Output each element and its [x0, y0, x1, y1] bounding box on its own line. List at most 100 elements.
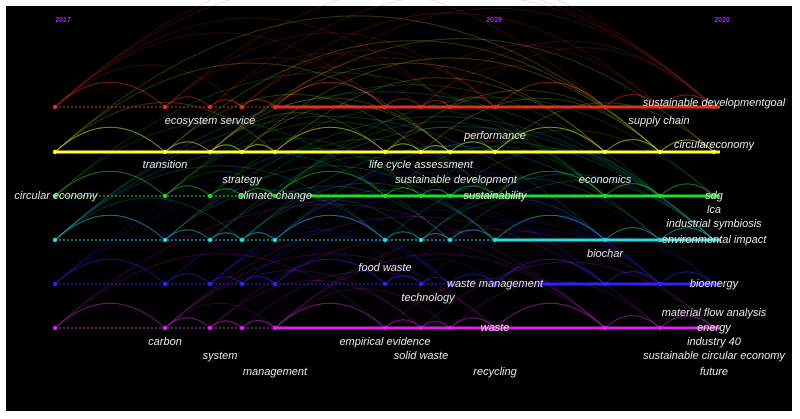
arc [54, 302, 166, 329]
node [657, 325, 663, 331]
node [418, 149, 424, 155]
arc [54, 126, 166, 153]
arc [54, 194, 451, 285]
node [602, 281, 608, 287]
arc [494, 214, 606, 241]
arc [54, 62, 451, 153]
arc [384, 221, 661, 285]
arc [420, 320, 451, 329]
arc [274, 156, 451, 197]
arc [659, 315, 715, 329]
node [602, 104, 608, 110]
arc [209, 185, 451, 241]
arc [241, 188, 276, 197]
arc [209, 52, 451, 108]
arc [241, 104, 451, 153]
arc [420, 99, 451, 108]
arc [164, 225, 422, 285]
arc [449, 47, 715, 108]
arc [209, 232, 243, 241]
arc [604, 271, 661, 285]
arc [164, 32, 496, 108]
arc [494, 302, 606, 329]
node [447, 149, 453, 155]
arc [164, 216, 661, 329]
year-label: 2017 [55, 17, 71, 24]
node [382, 237, 388, 243]
arc [449, 148, 661, 197]
keyword-label: transition [143, 159, 188, 171]
node [239, 149, 245, 155]
arc [659, 183, 715, 197]
arc [164, 269, 422, 329]
arc [209, 320, 243, 329]
keyword-label: management [243, 366, 308, 378]
keyword-label: recycling [473, 366, 517, 378]
arc [54, 0, 715, 108]
arc [241, 320, 276, 329]
arc [494, 234, 715, 285]
node [447, 104, 453, 110]
arc [164, 165, 496, 241]
keyword-label: life cycle assessment [369, 159, 474, 171]
arc [164, 170, 276, 197]
node [711, 104, 717, 110]
node [207, 281, 213, 287]
arc [241, 144, 276, 153]
arc [494, 126, 606, 153]
node [382, 325, 388, 331]
arc [164, 185, 211, 197]
arc [54, 234, 276, 285]
arc [449, 229, 496, 241]
keyword-label: technology [401, 292, 456, 304]
arc [54, 170, 166, 197]
arc [384, 98, 422, 108]
arc [54, 203, 606, 329]
arc [209, 276, 243, 285]
node [52, 104, 58, 110]
rows [52, 104, 720, 331]
node [52, 149, 58, 155]
arc [54, 32, 386, 108]
arc [209, 170, 715, 285]
arc [209, 0, 715, 108]
arc [384, 275, 422, 285]
arc [274, 190, 496, 241]
arc [164, 137, 422, 197]
arc [659, 271, 715, 285]
node [711, 149, 717, 155]
arc [164, 84, 661, 197]
arc [54, 165, 386, 241]
node [418, 325, 424, 331]
keyword-label: material flow analysis [662, 307, 767, 319]
arc [420, 97, 661, 153]
node [602, 325, 608, 331]
arc [209, 148, 422, 197]
keyword-label: sdg [705, 190, 724, 202]
node [382, 193, 388, 199]
arc [604, 94, 661, 108]
arc [164, 317, 211, 329]
arc [659, 94, 715, 108]
node [52, 281, 58, 287]
node [602, 193, 608, 199]
keyword-label: climate change [238, 190, 312, 202]
node [239, 193, 245, 199]
arc [604, 183, 661, 197]
arc [164, 115, 715, 241]
arc [420, 40, 715, 108]
arc [164, 253, 496, 329]
keyword-label: industrial symbiosis [666, 218, 762, 230]
arc [274, 302, 386, 329]
arc [449, 280, 661, 329]
arc [384, 187, 422, 197]
node [382, 149, 388, 155]
keyword-label: system [203, 350, 238, 362]
arc [241, 99, 276, 108]
node [657, 281, 663, 287]
arc [274, 77, 606, 153]
background [6, 6, 792, 411]
node [492, 149, 498, 155]
arc [209, 244, 386, 285]
node [207, 149, 213, 155]
